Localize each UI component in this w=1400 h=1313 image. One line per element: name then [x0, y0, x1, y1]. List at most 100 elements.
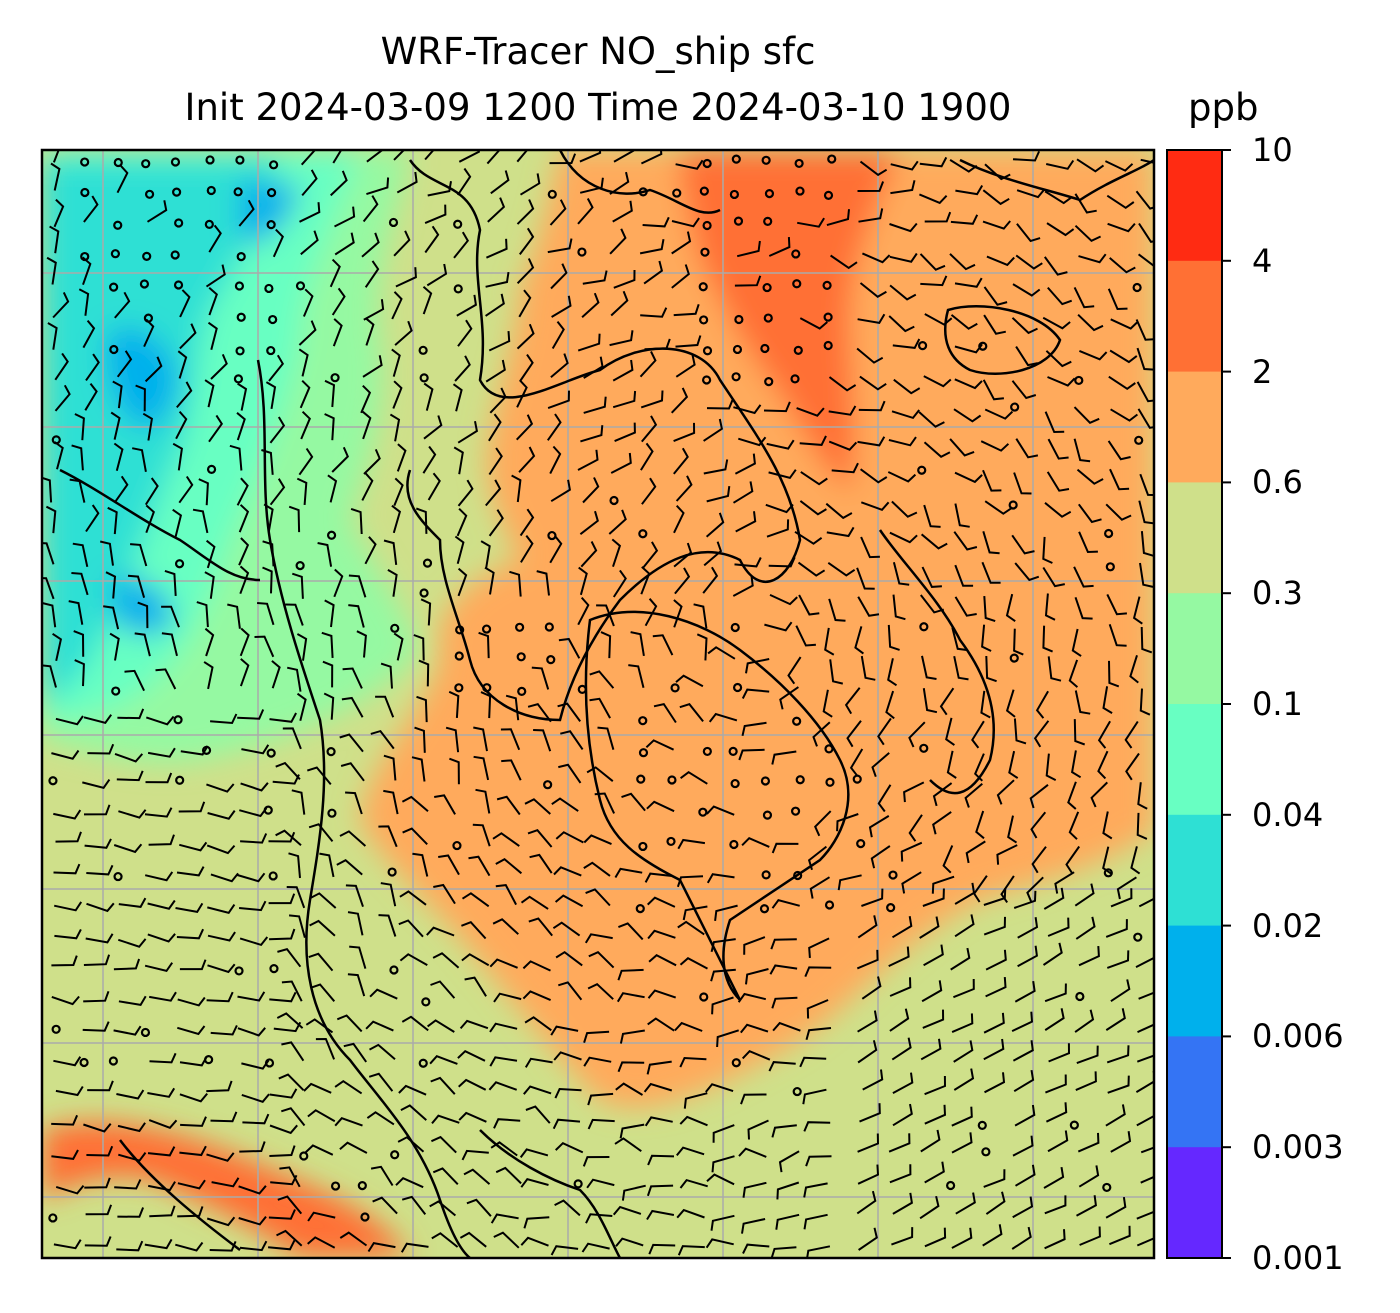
wind-barb [1033, 720, 1050, 748]
wind-barb [509, 570, 522, 597]
wind-barb [1102, 811, 1113, 840]
wind-barb [768, 556, 796, 568]
wind-barb [1073, 286, 1095, 309]
wind-barb [378, 914, 397, 937]
colorbar-tick-label: 10 [1252, 131, 1293, 169]
calm-marker [764, 188, 775, 199]
wind-barb [516, 150, 529, 163]
wind-barb [298, 320, 317, 346]
wind-barb [983, 1038, 1005, 1061]
wind-barb [580, 425, 604, 443]
wind-barb [210, 872, 239, 883]
calm-marker [919, 743, 929, 753]
colorbar-segment [1167, 371, 1222, 483]
wind-barb [1105, 1008, 1126, 1031]
wind-barb [53, 809, 82, 820]
wind-barb [577, 449, 599, 471]
wind-barb [424, 225, 440, 254]
wind-barb [1107, 222, 1136, 233]
wind-barb [86, 1145, 114, 1157]
calm-marker [700, 247, 710, 257]
wind-barb [142, 412, 153, 441]
wind-barb [1013, 1069, 1035, 1093]
wind-barb [242, 1113, 270, 1125]
wind-barb [116, 1240, 144, 1252]
wind-barb [239, 900, 267, 912]
wind-barb [671, 231, 692, 255]
wind-barb [920, 1129, 941, 1153]
wind-barb [51, 749, 80, 760]
wind-barb [454, 355, 471, 382]
wind-barb [583, 834, 612, 846]
wind-barb [652, 634, 674, 656]
wind-barb [619, 1123, 645, 1139]
wind-barb [147, 1146, 176, 1157]
wind-barb [516, 199, 535, 225]
wind-barb [55, 1085, 84, 1097]
wind-barb [493, 1231, 520, 1249]
wind-barb [531, 666, 550, 690]
wind-barb [289, 914, 306, 938]
wind-barb [331, 446, 349, 473]
wind-barb [1078, 253, 1107, 264]
coastlines [59, 150, 1154, 1258]
wind-barb [207, 963, 236, 974]
wind-barb [490, 170, 510, 195]
wind-barb [706, 485, 731, 503]
wind-barb [553, 866, 582, 877]
wind-barb [587, 1092, 614, 1106]
wind-barb [113, 475, 129, 504]
wind-barb [857, 915, 878, 939]
wind-barb [360, 384, 372, 414]
wind-barb [741, 721, 767, 737]
wind-barb [522, 990, 551, 1002]
wind-barb [550, 1245, 579, 1256]
wind-barb [105, 571, 117, 599]
calm-marker [1105, 562, 1115, 572]
wind-barb [209, 1241, 237, 1252]
wind-barb [402, 827, 428, 846]
wind-barb [414, 726, 426, 753]
wind-barb [422, 445, 437, 474]
wind-barb [954, 471, 983, 484]
wind-barb [1107, 1075, 1130, 1094]
wind-barb [516, 379, 528, 408]
wind-barb [582, 1156, 610, 1167]
wind-barb [951, 1106, 973, 1127]
wind-barb [776, 1181, 800, 1200]
wind-barb [711, 996, 734, 1015]
wind-barb [1109, 1225, 1131, 1246]
wind-barb [113, 442, 124, 471]
wind-barb [892, 338, 921, 349]
colorbar-tick-label: 0.001 [1252, 1239, 1344, 1277]
wind-barb [919, 193, 948, 205]
calm-marker [264, 283, 274, 294]
calm-marker [699, 992, 709, 1002]
field-band-orange [360, 150, 1154, 1108]
wind-barb [706, 805, 735, 816]
wind-barb [647, 1154, 675, 1166]
wind-barb [1102, 846, 1112, 875]
wind-barb [1044, 983, 1067, 1003]
wind-barb [485, 271, 510, 288]
calm-marker [109, 344, 119, 355]
wind-barb [307, 1236, 336, 1249]
wind-barb [348, 604, 365, 628]
wind-barb [1140, 158, 1154, 164]
wind-barb [147, 747, 176, 758]
wind-barb [361, 232, 380, 258]
wind-barb [261, 449, 274, 475]
wind-barb [981, 624, 992, 652]
wind-barb [858, 208, 884, 223]
wind-barb [716, 1029, 740, 1048]
wind-barb [196, 601, 209, 628]
wind-barb [51, 1114, 79, 1126]
wind-barb [86, 864, 114, 876]
wind-barb [239, 565, 250, 595]
wind-barb [472, 823, 491, 847]
wind-barb [1076, 158, 1105, 173]
wind-barb [275, 761, 301, 780]
wind-barb [597, 726, 615, 750]
wind-barb [857, 596, 880, 617]
wind-barb [983, 916, 1006, 936]
